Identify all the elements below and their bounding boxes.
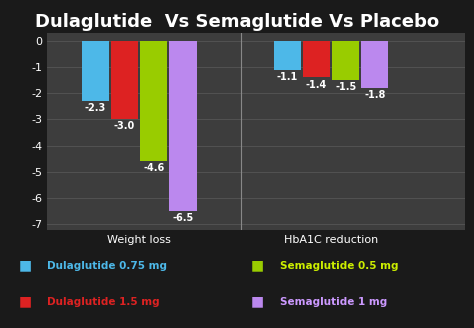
Text: Semaglutide 0.5 mg: Semaglutide 0.5 mg — [280, 261, 398, 271]
Text: -1.4: -1.4 — [306, 79, 327, 90]
Bar — [82, 41, 109, 101]
Text: ■: ■ — [251, 259, 264, 273]
Text: Dulaglutide  Vs Semaglutide Vs Placebo: Dulaglutide Vs Semaglutide Vs Placebo — [35, 13, 439, 31]
Text: -3.0: -3.0 — [114, 121, 135, 132]
Text: -4.6: -4.6 — [143, 163, 164, 174]
Text: ■: ■ — [19, 259, 32, 273]
Text: ■: ■ — [251, 295, 264, 309]
Bar — [273, 41, 301, 70]
Text: -1.5: -1.5 — [335, 82, 356, 92]
Bar — [303, 41, 330, 77]
Text: ■: ■ — [19, 295, 32, 309]
Bar — [140, 41, 167, 161]
Bar — [169, 41, 197, 211]
Bar — [111, 41, 138, 119]
Text: -6.5: -6.5 — [173, 213, 193, 223]
Text: Dulaglutide 1.5 mg: Dulaglutide 1.5 mg — [47, 297, 160, 307]
Bar — [361, 41, 388, 88]
Text: -1.8: -1.8 — [364, 90, 385, 100]
Text: -1.1: -1.1 — [277, 72, 298, 82]
Bar — [332, 41, 359, 80]
Text: Semaglutide 1 mg: Semaglutide 1 mg — [280, 297, 387, 307]
Text: Dulaglutide 0.75 mg: Dulaglutide 0.75 mg — [47, 261, 167, 271]
Text: -2.3: -2.3 — [85, 103, 106, 113]
